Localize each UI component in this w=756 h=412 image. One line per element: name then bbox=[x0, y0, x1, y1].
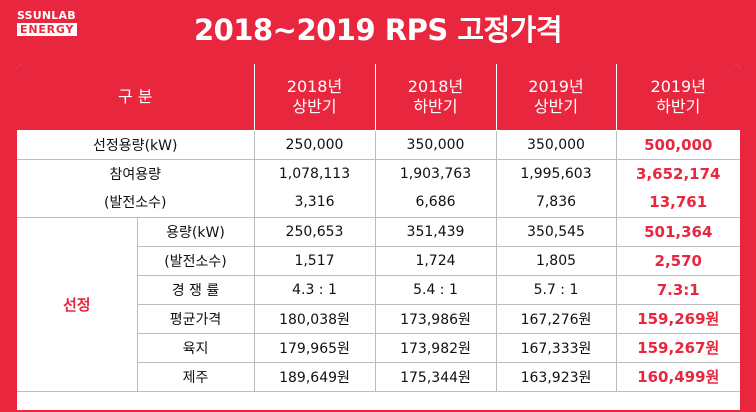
period-half: 하반기 bbox=[413, 96, 458, 116]
table-row-selection: 육지 179,965원 173,982원 167,333원 159,267원 bbox=[17, 332, 740, 363]
period-half: 상반기 bbox=[533, 96, 579, 116]
row-label: 용량(kW) bbox=[136, 216, 255, 247]
cell-highlight: 13,761 bbox=[615, 188, 740, 218]
row-label: 경 쟁 률 bbox=[137, 274, 255, 305]
cell: 7,836 bbox=[495, 188, 617, 218]
selection-group-label: 선정 bbox=[17, 216, 138, 392]
table-panel: 구 분 2018년 상반기 2018년 하반기 2019년 상반기 2019년 하반기 … bbox=[17, 64, 740, 410]
cell: 1,805 bbox=[495, 245, 617, 276]
table-row-capacity: 선정용량(kW) 250,000 350,000 350,000 500,000 bbox=[17, 129, 740, 160]
cell-highlight: 3,652,174 bbox=[615, 158, 740, 188]
row-label: (발전소수) bbox=[17, 188, 255, 218]
table-row-selection: (발전소수) 1,517 1,724 1,805 2,570 bbox=[17, 245, 740, 276]
cell: 6,686 bbox=[374, 188, 497, 218]
cell: 250,653 bbox=[253, 216, 376, 247]
brand-logo: SSUNLAB ENERGY bbox=[17, 9, 78, 36]
table-row-participation: 참여용량 1,078,113 1,903,763 1,995,603 3,652… bbox=[17, 158, 740, 188]
cell: 180,038원 bbox=[253, 303, 376, 334]
cell: 1,995,603 bbox=[495, 158, 617, 188]
row-label: 제주 bbox=[137, 361, 255, 392]
cell: 350,545 bbox=[495, 216, 617, 247]
row-label: 육지 bbox=[137, 332, 255, 363]
cell-highlight: 159,269원 bbox=[615, 303, 740, 334]
cell: 351,439 bbox=[374, 216, 497, 247]
cell: 350,000 bbox=[495, 129, 617, 160]
cell: 189,649원 bbox=[253, 361, 376, 392]
row-label: 평균가격 bbox=[137, 303, 255, 334]
header-period-3: 2019년 상반기 bbox=[495, 64, 617, 131]
cell-highlight: 501,364 bbox=[615, 216, 740, 247]
cell-highlight: 7.3:1 bbox=[615, 274, 740, 305]
period-year: 2018년 bbox=[286, 76, 343, 96]
period-year: 2019년 bbox=[650, 76, 706, 96]
cell: 4.3 : 1 bbox=[253, 274, 376, 305]
cell: 167,333원 bbox=[495, 332, 617, 363]
cell: 350,000 bbox=[374, 129, 497, 160]
cell: 3,316 bbox=[253, 188, 376, 218]
row-label: 참여용량 bbox=[17, 158, 255, 188]
cell: 1,078,113 bbox=[253, 158, 376, 188]
row-label: (발전소수) bbox=[137, 245, 255, 276]
cell: 173,982원 bbox=[374, 332, 497, 363]
table-row-participation-plants: (발전소수) 3,316 6,686 7,836 13,761 bbox=[17, 188, 740, 218]
header-period-4: 2019년 하반기 bbox=[615, 64, 740, 131]
table-header-row: 구 분 2018년 상반기 2018년 하반기 2019년 상반기 2019년 하반기 bbox=[17, 64, 740, 131]
period-half: 상반기 bbox=[292, 96, 337, 116]
logo-line2: ENERGY bbox=[17, 23, 78, 36]
period-year: 2018년 bbox=[407, 76, 464, 96]
page-title: 2018~2019 RPS 고정가격 bbox=[193, 13, 563, 47]
cell-highlight: 160,499원 bbox=[615, 361, 740, 392]
cell: 250,000 bbox=[253, 129, 376, 160]
cell: 5.7 : 1 bbox=[495, 274, 617, 305]
rps-price-table: 구 분 2018년 상반기 2018년 하반기 2019년 상반기 2019년 하반기 … bbox=[17, 64, 740, 392]
table-row-selection: 제주 189,649원 175,344원 163,923원 160,499원 bbox=[17, 361, 740, 392]
header-period-1: 2018년 상반기 bbox=[253, 64, 376, 131]
cell: 1,517 bbox=[253, 245, 376, 276]
header-period-2: 2018년 하반기 bbox=[374, 64, 497, 131]
cell: 5.4 : 1 bbox=[374, 274, 497, 305]
row-label: 선정용량(kW) bbox=[17, 129, 255, 160]
cell-highlight: 159,267원 bbox=[615, 332, 740, 363]
logo-line1: SSUNLAB bbox=[17, 9, 76, 22]
cell: 1,724 bbox=[374, 245, 497, 276]
cell: 179,965원 bbox=[253, 332, 376, 363]
period-half: 하반기 bbox=[656, 96, 701, 116]
cell-highlight: 500,000 bbox=[615, 129, 740, 160]
cell-highlight: 2,570 bbox=[615, 245, 740, 276]
cell: 167,276원 bbox=[495, 303, 617, 334]
cell: 173,986원 bbox=[374, 303, 497, 334]
cell: 175,344원 bbox=[374, 361, 497, 392]
header-category: 구 분 bbox=[17, 64, 255, 131]
cell: 163,923원 bbox=[495, 361, 617, 392]
period-year: 2019년 bbox=[528, 76, 584, 96]
table-row-selection: 선정 용량(kW) 250,653 351,439 350,545 501,36… bbox=[17, 216, 740, 392]
cell: 1,903,763 bbox=[374, 158, 497, 188]
